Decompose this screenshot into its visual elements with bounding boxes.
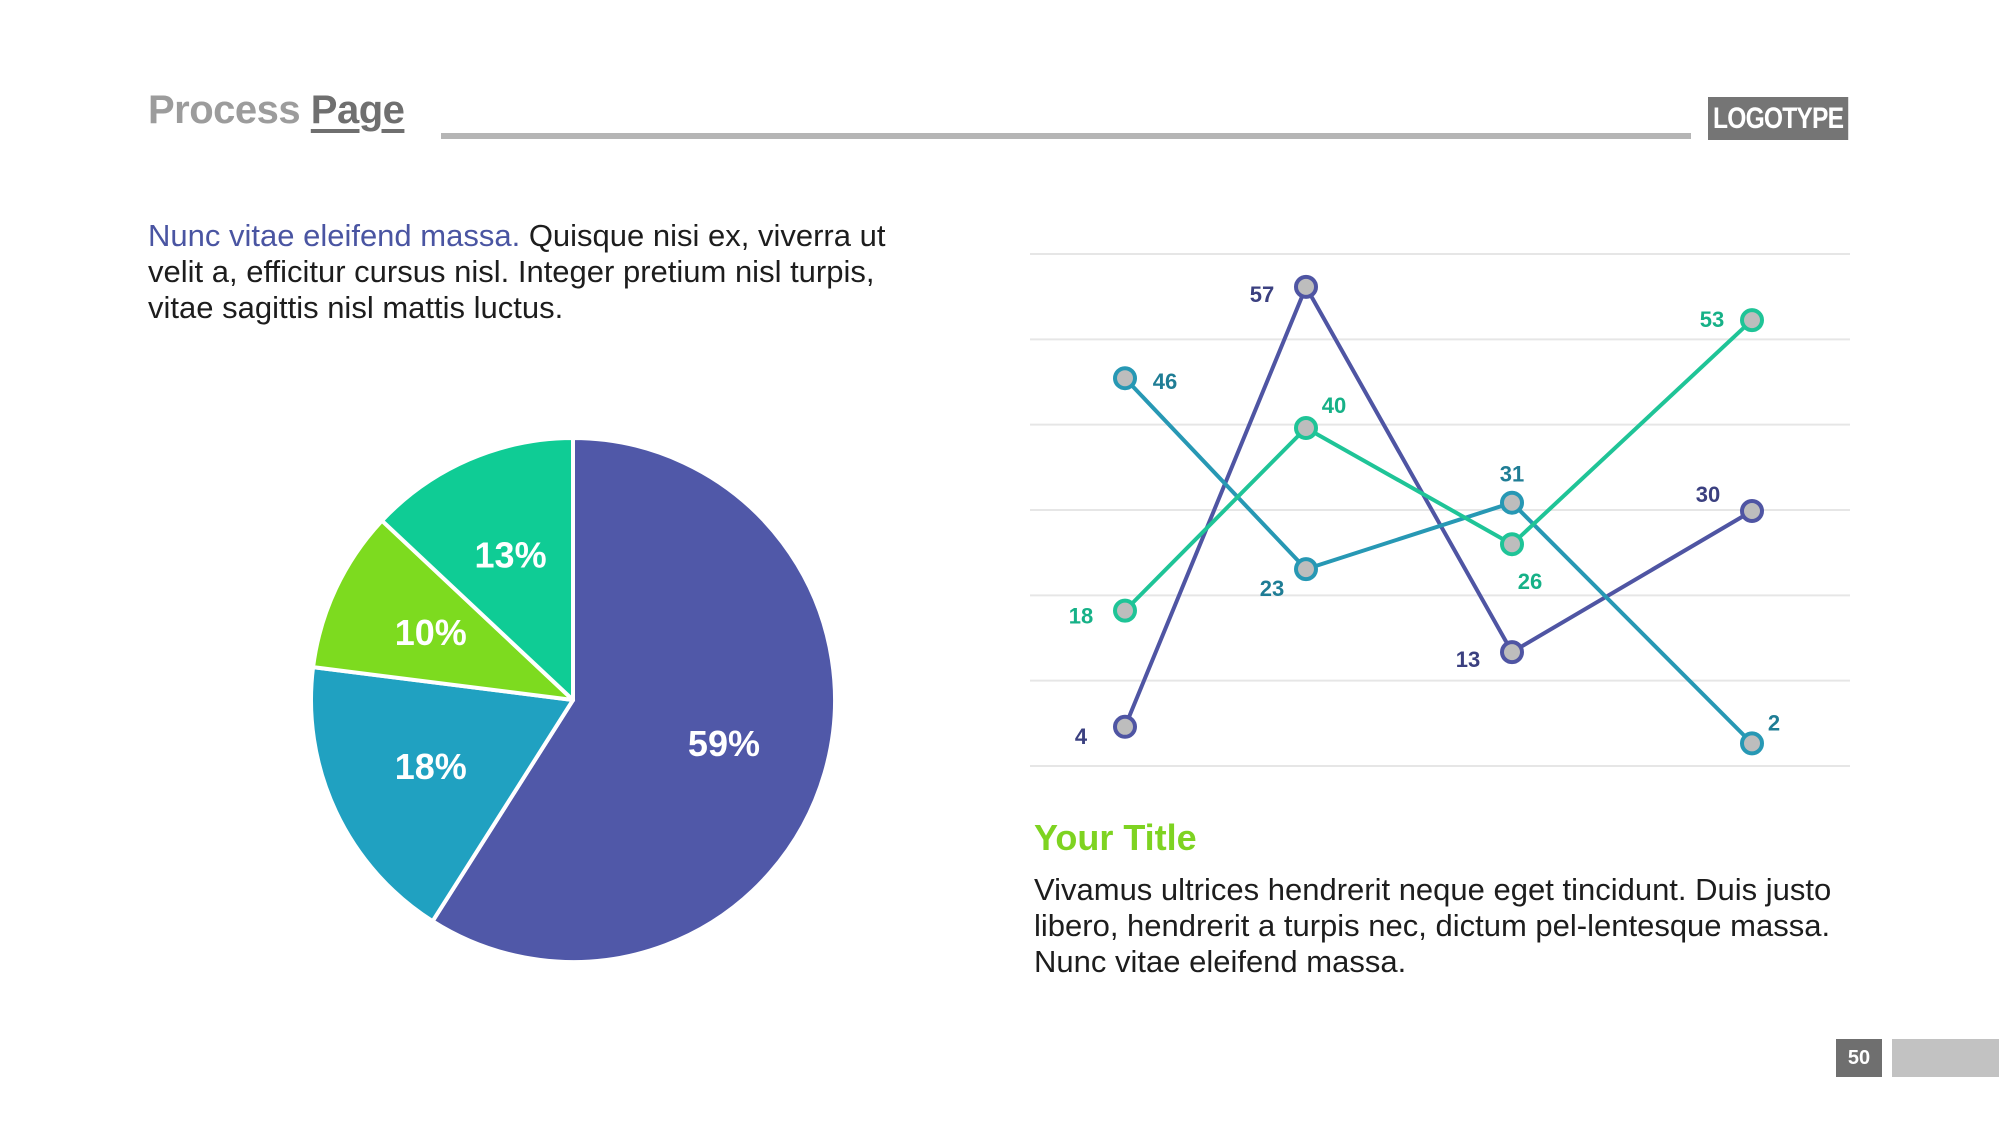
series-3-label-2: 40 [1322,393,1346,418]
series-1-point-1 [1113,714,1137,739]
pie-slice-2 [309,665,575,924]
title-part-1: Process [148,88,301,132]
pie-slice-4 [380,436,575,702]
pie-label-1: 59% [688,723,760,764]
series-3-label-1: 18 [1069,604,1093,629]
pie-slice-3 [311,518,575,702]
title-part-2: Page [310,88,405,132]
section-text: Vivamus ultrices hendrerit neque eget ti… [1034,872,1832,979]
series-1-label-1: 4 [1075,724,1088,749]
series-3-point-3 [1500,532,1524,557]
series-1-point-4 [1740,499,1764,523]
series-3-point-4 [1740,308,1764,333]
page-title: Process Page [148,88,405,133]
series-1-point-2 [1294,274,1318,299]
line-chart: 4 57 13 30 46 23 31 2 18 40 26 53 [1030,253,1850,767]
series-2-point-4 [1740,731,1764,756]
series-line-3 [1123,318,1754,613]
series-2-label-4: 2 [1768,710,1780,735]
series-1-point-3 [1500,640,1524,665]
logotype: LOGOTYPE [1708,97,1849,140]
pie-label-3: 10% [395,612,467,653]
pie-label-4: 13% [475,535,547,576]
intro-text: Quisque nisi ex, viverra ut velit a, eff… [148,218,886,325]
section-title: Your Title [1034,817,1197,858]
page-number-bar [1892,1039,1999,1077]
series-2-point-1 [1113,366,1137,391]
series-3-point-2 [1294,416,1318,440]
series-1-label-3: 13 [1456,647,1480,672]
series-2-point-2 [1294,557,1318,582]
series-2-label-1: 46 [1153,369,1177,394]
series-3-label-4: 53 [1700,307,1724,332]
pie-chart: 59% 18% 10%13% [309,436,837,964]
series-3-point-1 [1113,598,1137,623]
page-number: 50 [1836,1039,1882,1077]
intro-paragraph: Nunc vitae eleifend massa. Quisque nisi … [148,218,948,326]
series-2-label-2: 23 [1260,576,1284,601]
series-2-label-3: 31 [1500,462,1524,487]
series-1-label-2: 57 [1250,282,1274,307]
series-2-point-3 [1500,490,1524,515]
header-divider [441,133,1691,139]
series-line-2 [1123,376,1754,745]
series-1-label-4: 30 [1696,482,1720,507]
intro-highlight: Nunc vitae eleifend massa. [148,218,521,253]
pie-slice-1 [430,436,837,964]
series-3-label-3: 26 [1518,569,1542,594]
series-line-1 [1123,284,1754,728]
pie-label-2: 18% [395,746,467,787]
